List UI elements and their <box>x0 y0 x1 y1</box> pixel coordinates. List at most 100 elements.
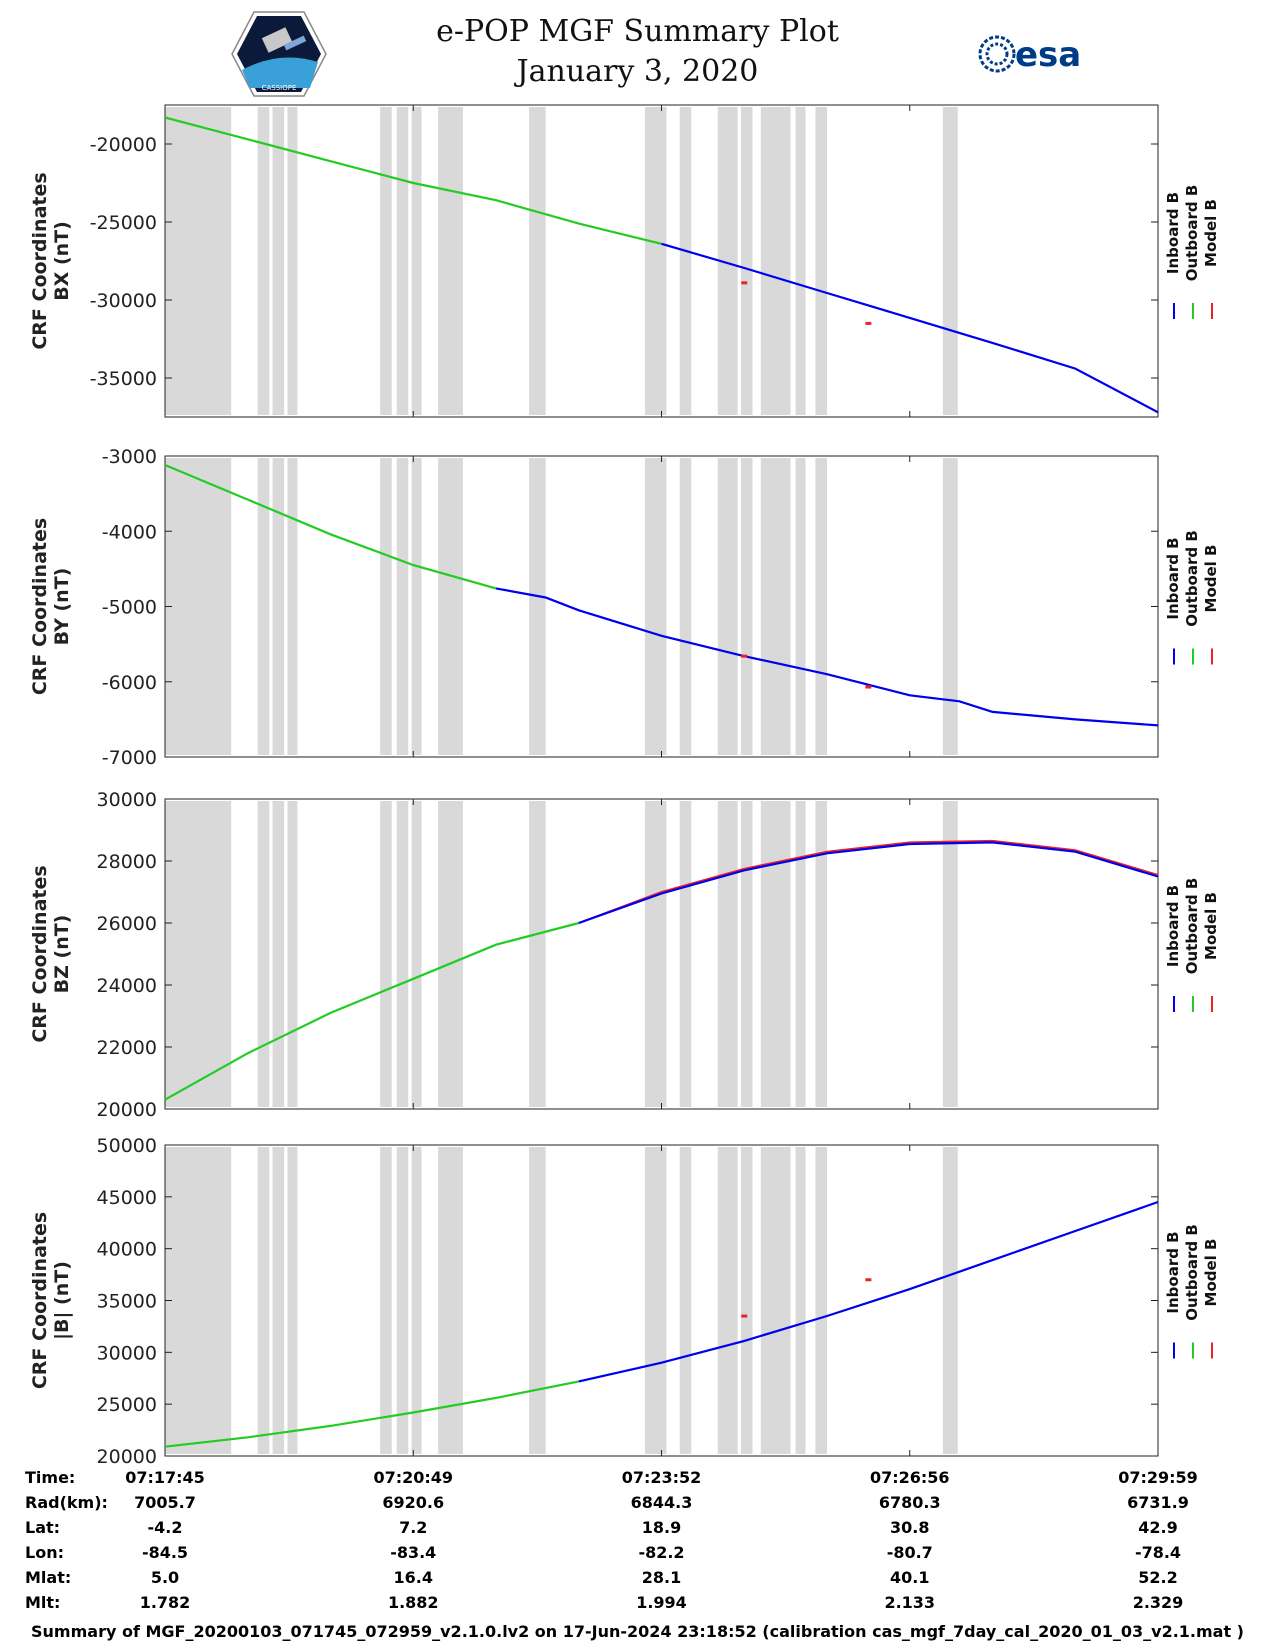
info-value: 07:23:52 <box>621 1468 702 1487</box>
data-gap-band <box>942 1147 958 1454</box>
outboard-b-line <box>164 463 497 590</box>
data-gap-band <box>257 801 270 1107</box>
data-gap-band <box>287 801 298 1107</box>
data-gap-band <box>411 458 422 755</box>
y-tick-label: 22000 <box>97 1037 157 1059</box>
esa-logo: esa <box>978 35 1081 75</box>
y-tick-label: 25000 <box>97 1394 157 1416</box>
data-gap-band <box>257 107 270 415</box>
y-tick-label: 20000 <box>97 1099 157 1121</box>
data-gap-band <box>287 107 298 415</box>
cassiope-logo: CASSIOPE <box>231 11 327 97</box>
data-gap-band <box>272 801 285 1107</box>
info-row-label: Time: <box>25 1468 76 1487</box>
legend-model-label: Model B <box>1202 545 1220 613</box>
data-gap-band <box>795 107 806 415</box>
y-tick-label: 30000 <box>97 789 157 811</box>
data-gap-band <box>942 107 958 415</box>
data-gap-band <box>644 1147 667 1454</box>
info-value: 16.4 <box>393 1568 433 1587</box>
info-value: -78.4 <box>1134 1543 1182 1562</box>
legend-outboard-label: Outboard B <box>1183 185 1201 282</box>
info-value: 2.329 <box>1132 1593 1184 1612</box>
info-value: 40.1 <box>890 1568 930 1587</box>
data-gap-band <box>411 1147 422 1454</box>
y-tick-label: -5000 <box>102 597 157 619</box>
outboard-b-line <box>164 921 580 1101</box>
info-row: Rad(km): 7005.7 6920.6 6844.3 6780.3 6731.9 <box>0 1493 1275 1517</box>
data-gap-band <box>815 801 827 1107</box>
data-gap-band <box>438 107 463 415</box>
inboard-b-line <box>495 587 1159 727</box>
info-row-label: Rad(km): <box>25 1493 108 1512</box>
footer-summary: Summary of MGF_20200103_071745_072959_v2… <box>31 1622 1244 1641</box>
data-gap-band <box>287 458 298 755</box>
y-tick-label: 24000 <box>97 975 157 997</box>
data-gap-band <box>272 458 285 755</box>
data-gap-band <box>438 458 463 755</box>
data-gap-band <box>717 801 738 1107</box>
data-gap-band <box>272 1147 285 1454</box>
data-gap-band <box>644 458 667 755</box>
y-tick-label: 30000 <box>97 1342 157 1364</box>
legend-outboard-label: Outboard B <box>1183 878 1201 975</box>
data-gap-band <box>165 107 232 415</box>
legend-inboard-label: Inboard B <box>1164 537 1182 619</box>
data-gap-band <box>529 1147 546 1454</box>
data-gap-band <box>257 458 270 755</box>
info-value: -80.7 <box>886 1543 933 1562</box>
data-gap-band <box>165 458 232 755</box>
y-tick-label: 40000 <box>97 1239 157 1261</box>
info-row: Mlat: 5.0 16.4 28.1 40.1 52.2 <box>0 1568 1275 1592</box>
y-tick-label: -25000 <box>90 212 157 234</box>
data-gap-band <box>411 801 422 1107</box>
info-value: 6920.6 <box>382 1493 445 1512</box>
data-gap-band <box>287 1147 298 1454</box>
y-axis-label: CRF CoordinatesBY (nT) <box>29 518 73 695</box>
model-b-line <box>578 839 1159 924</box>
y-axis-label: CRF Coordinates|B| (nT) <box>29 1212 73 1389</box>
info-value: 7.2 <box>399 1518 428 1537</box>
data-gap-band <box>815 107 827 415</box>
data-gap-band <box>760 1147 791 1454</box>
panel-1: -20000 -25000 -30000 -35000 CRF CoordinatesB… <box>29 104 1220 418</box>
info-value: -83.4 <box>390 1543 437 1562</box>
outboard-b-line <box>164 1380 580 1448</box>
data-gap-band <box>529 107 546 415</box>
legend-model-label: Model B <box>1202 1239 1220 1307</box>
data-gap-band <box>644 801 667 1107</box>
data-gap-band <box>380 107 392 415</box>
plot-title: e-POP MGF Summary Plot <box>436 14 839 49</box>
data-gap-band <box>760 107 791 415</box>
legend-outboard-label: Outboard B <box>1183 530 1201 627</box>
y-tick-label: -30000 <box>90 290 157 312</box>
data-gap-band <box>165 1147 232 1454</box>
data-gap-band <box>257 1147 270 1454</box>
plot-date: January 3, 2020 <box>516 54 759 89</box>
data-gap-band <box>679 801 692 1107</box>
y-tick-label: 20000 <box>97 1446 157 1468</box>
y-tick-label: 28000 <box>97 851 157 873</box>
data-gap-band <box>760 801 791 1107</box>
data-gap-band <box>529 458 546 755</box>
data-gap-band <box>740 1147 753 1454</box>
info-value: 07:17:45 <box>125 1468 205 1487</box>
info-row-label: Mlt: <box>25 1593 61 1612</box>
info-value: 07:26:56 <box>869 1468 950 1487</box>
y-tick-label: 26000 <box>97 913 157 935</box>
info-row: Time: 07:17:45 07:20:49 07:23:52 07:26:56 07:… <box>0 1468 1275 1492</box>
data-gap-band <box>644 107 667 415</box>
data-gap-band <box>942 801 958 1107</box>
y-tick-label: -20000 <box>90 134 157 156</box>
data-gap-band <box>380 801 392 1107</box>
y-axis-label: CRF CoordinatesBZ (nT) <box>29 865 73 1042</box>
info-value: 52.2 <box>1138 1568 1178 1587</box>
info-value: 07:20:49 <box>373 1468 454 1487</box>
y-tick-label: -3000 <box>102 446 157 468</box>
legend-outboard-label: Outboard B <box>1183 1224 1201 1321</box>
info-value: 2.133 <box>884 1593 936 1612</box>
info-value: 5.0 <box>150 1568 180 1587</box>
data-gap-band <box>795 458 806 755</box>
legend-model-label: Model B <box>1202 892 1220 960</box>
data-gap-band <box>815 458 827 755</box>
